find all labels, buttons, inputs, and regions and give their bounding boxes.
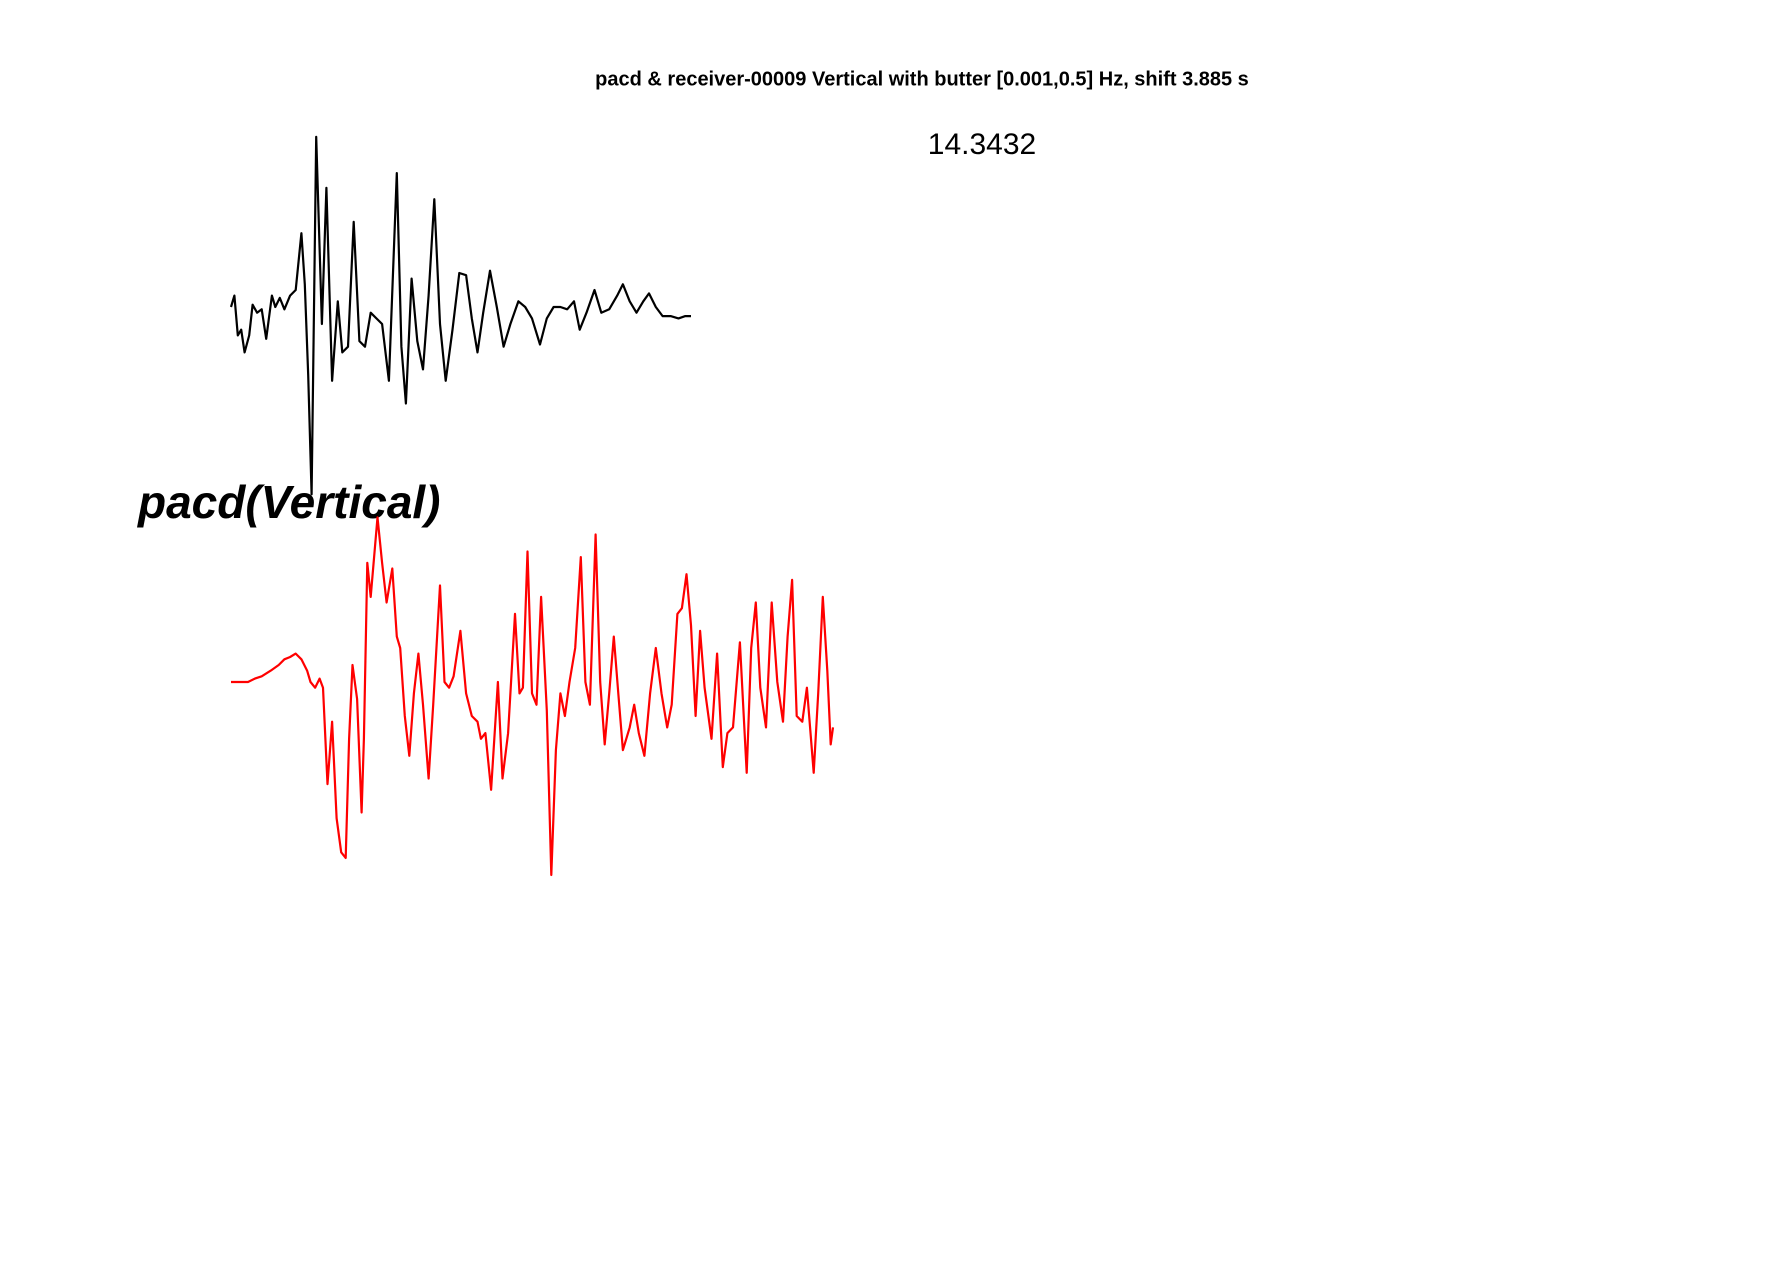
waveform <box>229 135 691 496</box>
waveform <box>231 516 835 877</box>
chart-title: pacd & receiver-00009 Vertical with butt… <box>595 68 1249 90</box>
trace-label: pacd(Vertical) <box>136 476 441 528</box>
annotation: 14.3432 <box>928 128 1036 161</box>
